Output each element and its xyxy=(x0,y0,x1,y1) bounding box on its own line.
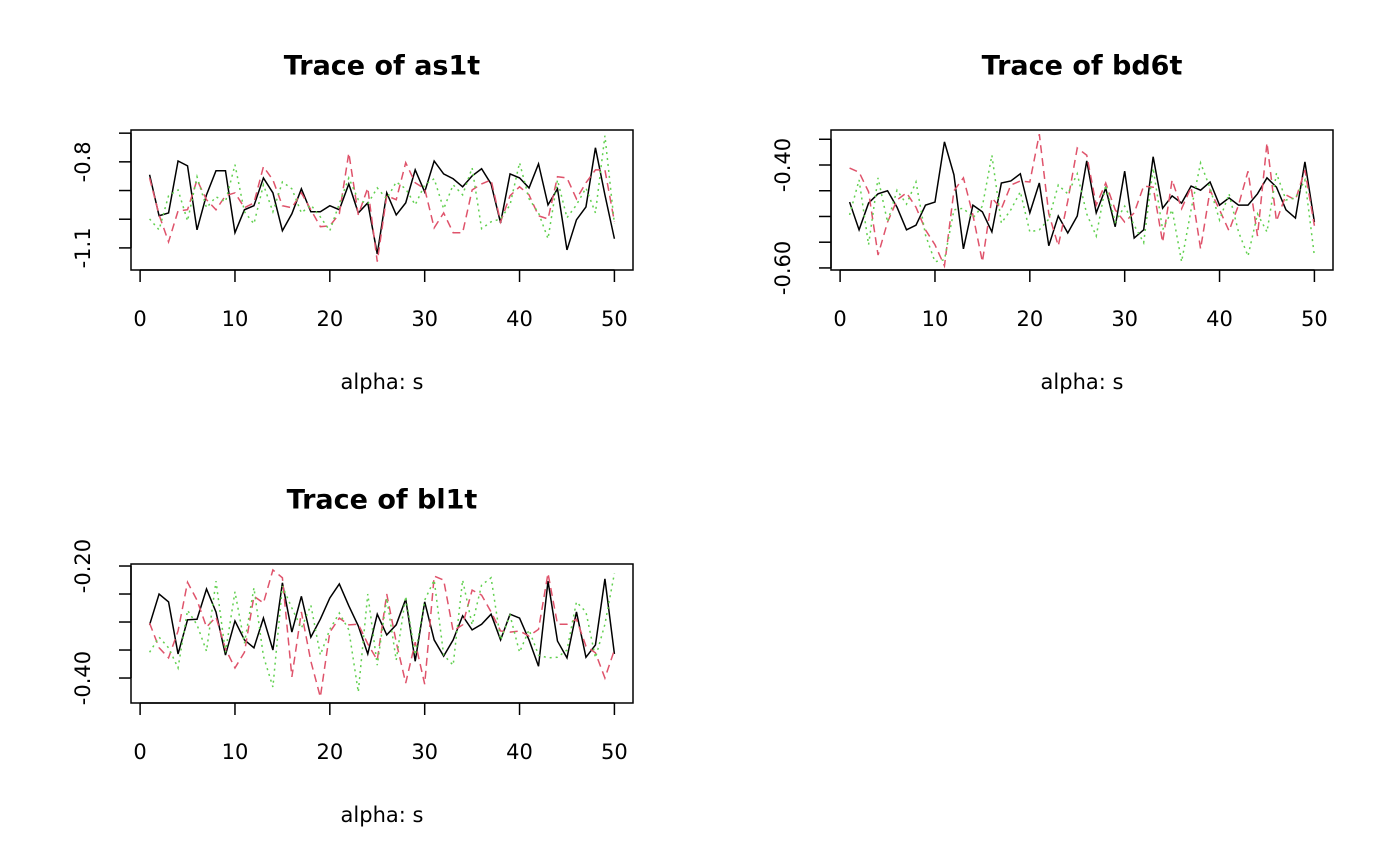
y-tick-label: -0.40 xyxy=(771,138,795,192)
x-tick-label: 50 xyxy=(601,740,628,764)
trace-line xyxy=(848,141,1316,250)
x-tick-label: 20 xyxy=(316,740,343,764)
plot-box xyxy=(830,129,1334,271)
chart-title: Trace of bl1t xyxy=(287,485,478,516)
x-tick-label: 50 xyxy=(601,307,628,331)
trace-line xyxy=(848,155,1316,263)
trace-line xyxy=(148,578,616,667)
x-tick-label: 30 xyxy=(1111,307,1138,331)
y-tick-label: -0.40 xyxy=(71,651,95,705)
x-tick-label: 10 xyxy=(222,307,249,331)
trace-line xyxy=(148,573,616,693)
y-tick-label: -0.8 xyxy=(71,141,95,182)
x-tick-label: 50 xyxy=(1301,307,1328,331)
trace-line xyxy=(148,152,616,262)
x-axis-label: alpha: s xyxy=(341,370,424,394)
x-tick-label: 0 xyxy=(133,307,146,331)
x-tick-label: 0 xyxy=(133,740,146,764)
plot-box xyxy=(130,129,634,271)
y-tick-label: -0.60 xyxy=(771,241,795,295)
trace-line xyxy=(149,135,616,242)
y-tick-label: -0.20 xyxy=(71,539,95,593)
x-axis-label: alpha: s xyxy=(1041,370,1124,394)
x-tick-label: 20 xyxy=(1016,307,1043,331)
x-tick-label: 40 xyxy=(506,307,533,331)
y-tick-label: -1.1 xyxy=(71,227,95,268)
x-tick-label: 20 xyxy=(316,307,343,331)
x-tick-label: 0 xyxy=(833,307,846,331)
x-tick-label: 10 xyxy=(222,740,249,764)
trace-line xyxy=(849,133,1316,269)
trace-line xyxy=(148,147,616,255)
chart-title: Trace of bd6t xyxy=(982,51,1183,82)
x-tick-label: 40 xyxy=(1206,307,1233,331)
trace-line xyxy=(148,568,616,698)
x-tick-label: 10 xyxy=(922,307,949,331)
x-axis-label: alpha: s xyxy=(341,803,424,827)
plot-box xyxy=(130,563,634,704)
x-tick-label: 30 xyxy=(411,307,438,331)
x-tick-label: 40 xyxy=(506,740,533,764)
chart-title: Trace of as1t xyxy=(284,51,480,82)
x-tick-label: 30 xyxy=(411,740,438,764)
